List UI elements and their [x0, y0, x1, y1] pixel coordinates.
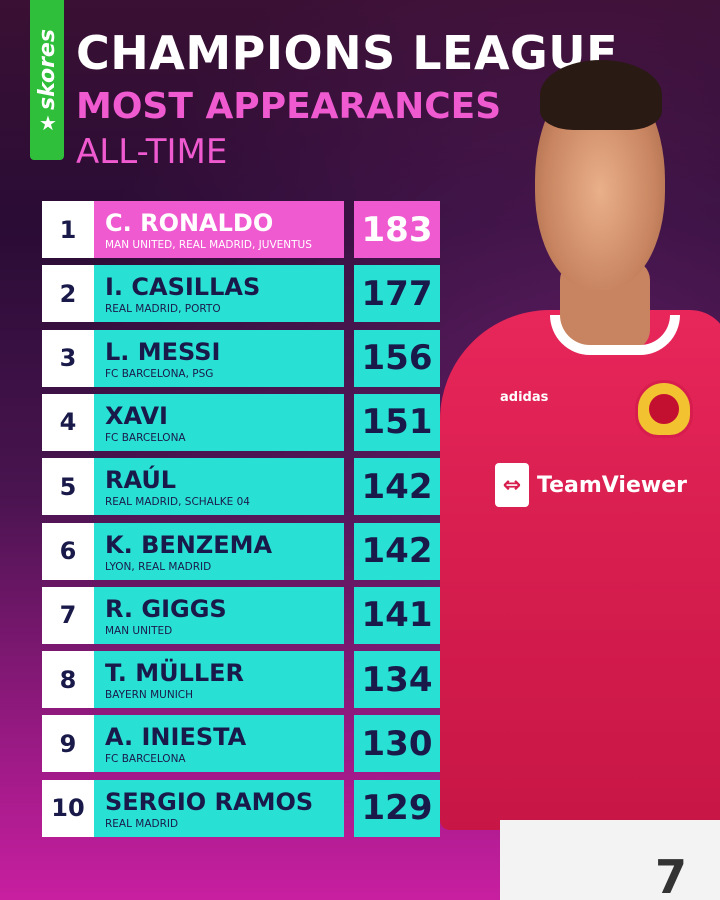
player-name: A. INIESTA: [105, 723, 247, 752]
player-photo: adidas ⇔ TeamViewer 7: [430, 60, 720, 900]
appearances-count: 183: [354, 201, 440, 258]
player-clubs: BAYERN MUNICH: [105, 689, 194, 702]
sponsor-logo: ⇔ TeamViewer: [495, 460, 705, 510]
table-row: 4 XAVI FC BARCELONA 151: [42, 393, 442, 451]
player-cell: I. CASILLAS REAL MADRID, PORTO: [94, 265, 344, 323]
player-name: T. MÜLLER: [105, 659, 245, 688]
appearances-count: 142: [354, 522, 440, 580]
player-name: R. GIGGS: [105, 594, 227, 623]
brand-logo: ★ skores: [30, 0, 64, 160]
appearances-count: 134: [354, 651, 440, 709]
appearances-count: 156: [354, 329, 440, 387]
sponsor-arrow-icon: ⇔: [495, 463, 529, 507]
rank-number: 2: [42, 265, 94, 323]
table-row: 3 L. MESSI FC BARCELONA, PSG 156: [42, 329, 442, 387]
player-clubs: FC BARCELONA: [105, 753, 186, 766]
appearances-count: 130: [354, 715, 440, 773]
player-clubs: LYON, REAL MADRID: [105, 560, 212, 573]
appearances-count: 129: [354, 779, 440, 837]
player-cell: K. BENZEMA LYON, REAL MADRID: [94, 522, 344, 580]
kit-brand-logo: adidas: [500, 390, 549, 405]
player-clubs: FC BARCELONA, PSG: [105, 367, 214, 380]
player-name: L. MESSI: [105, 337, 221, 366]
player-cell: A. INIESTA FC BARCELONA: [94, 715, 344, 773]
player-name: SERGIO RAMOS: [105, 787, 314, 816]
player-hair: [540, 60, 662, 130]
player-cell: SERGIO RAMOS REAL MADRID: [94, 779, 344, 837]
shirt-collar: [550, 315, 680, 355]
shirt-number: 7: [655, 850, 688, 900]
table-row: 7 R. GIGGS MAN UNITED 141: [42, 586, 442, 644]
player-cell: R. GIGGS MAN UNITED: [94, 586, 344, 644]
player-name: K. BENZEMA: [105, 530, 273, 559]
player-clubs: REAL MADRID: [105, 817, 179, 830]
table-row: 10 SERGIO RAMOS REAL MADRID 129: [42, 779, 442, 837]
rank-number: 8: [42, 651, 94, 709]
table-row: 1 C. RONALDO MAN UNITED, REAL MADRID, JUVE…: [42, 201, 442, 258]
player-cell: C. RONALDO MAN UNITED, REAL MADRID, JUVEN…: [94, 201, 344, 258]
star-icon: ★: [38, 110, 56, 135]
table-row: 2 I. CASILLAS REAL MADRID, PORTO 177: [42, 265, 442, 323]
rank-number: 5: [42, 458, 94, 516]
rank-number: 1: [42, 201, 94, 258]
rank-number: 3: [42, 329, 94, 387]
player-clubs: MAN UNITED, REAL MADRID, JUVENTUS: [105, 239, 312, 251]
rank-number: 6: [42, 522, 94, 580]
player-clubs: FC BARCELONA: [105, 431, 186, 444]
player-name: XAVI: [105, 401, 168, 430]
appearances-count: 142: [354, 458, 440, 516]
page-subtitle: MOST APPEARANCES: [76, 86, 502, 127]
table-row: 6 K. BENZEMA LYON, REAL MADRID 142: [42, 522, 442, 580]
table-row: 9 A. INIESTA FC BARCELONA 130: [42, 715, 442, 773]
brand-name: skores: [34, 28, 60, 110]
player-name: RAÚL: [105, 466, 177, 495]
club-crest-icon: [635, 380, 693, 438]
table-row: 5 RAÚL REAL MADRID, SCHALKE 04 142: [42, 458, 442, 516]
page-subtitle-period: ALL-TIME: [76, 132, 228, 172]
page-title: CHAMPIONS LEAGUE: [76, 26, 619, 80]
player-name: I. CASILLAS: [105, 273, 261, 302]
player-shorts: [500, 820, 720, 900]
player-cell: T. MÜLLER BAYERN MUNICH: [94, 651, 344, 709]
player-clubs: MAN UNITED: [105, 624, 173, 637]
player-name: C. RONALDO: [105, 209, 274, 237]
rank-number: 7: [42, 586, 94, 644]
crest-emblem: [647, 392, 681, 426]
table-row: 8 T. MÜLLER BAYERN MUNICH 134: [42, 651, 442, 709]
player-cell: XAVI FC BARCELONA: [94, 393, 344, 451]
appearances-count: 141: [354, 586, 440, 644]
rank-number: 10: [42, 779, 94, 837]
rank-number: 9: [42, 715, 94, 773]
sponsor-name: TeamViewer: [537, 472, 687, 498]
player-cell: RAÚL REAL MADRID, SCHALKE 04: [94, 458, 344, 516]
rank-number: 4: [42, 393, 94, 451]
appearances-count: 177: [354, 265, 440, 323]
player-clubs: REAL MADRID, SCHALKE 04: [105, 496, 250, 509]
player-cell: L. MESSI FC BARCELONA, PSG: [94, 329, 344, 387]
player-clubs: REAL MADRID, PORTO: [105, 303, 221, 316]
appearances-count: 151: [354, 393, 440, 451]
